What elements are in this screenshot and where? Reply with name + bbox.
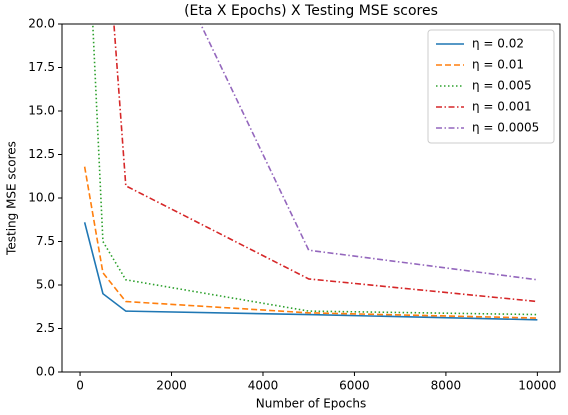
- x-tick-label: 8000: [431, 379, 462, 393]
- series-line: [83, 222, 538, 321]
- chart-title: (Eta X Epochs) X Testing MSE scores: [184, 3, 438, 19]
- series-line: [91, 24, 538, 316]
- legend-label: η = 0.0005: [472, 121, 539, 135]
- x-tick-label: 4000: [248, 379, 279, 393]
- y-tick-label: 7.5: [36, 234, 55, 248]
- x-axis-label: Number of Epochs: [256, 397, 366, 411]
- y-tick-label: 10.0: [28, 191, 55, 205]
- plot-frame: [61, 23, 561, 373]
- y-tick-label: 5.0: [36, 278, 55, 292]
- legend-label: η = 0.005: [472, 79, 532, 93]
- x-tick-label: 2000: [156, 379, 187, 393]
- y-axis-label: Testing MSE scores: [5, 141, 19, 256]
- x-tick-label: 10000: [518, 379, 556, 393]
- y-tick-label: 2.5: [36, 321, 55, 335]
- y-tick-label: 15.0: [28, 104, 55, 118]
- series-line: [113, 24, 538, 303]
- y-tick-label: 12.5: [28, 147, 55, 161]
- y-tick-label: 0.0: [36, 365, 55, 379]
- legend-label: η = 0.01: [472, 58, 524, 72]
- x-tick-label: 6000: [339, 379, 370, 393]
- legend-label: η = 0.001: [472, 100, 532, 114]
- legend-box: [427, 29, 555, 144]
- y-tick-label: 20.0: [28, 17, 55, 31]
- x-tick-label: 0: [76, 379, 84, 393]
- series-line: [83, 166, 538, 319]
- legend-label: η = 0.02: [472, 37, 524, 51]
- plot-lines: [83, 24, 538, 321]
- y-tick-label: 17.5: [28, 60, 55, 74]
